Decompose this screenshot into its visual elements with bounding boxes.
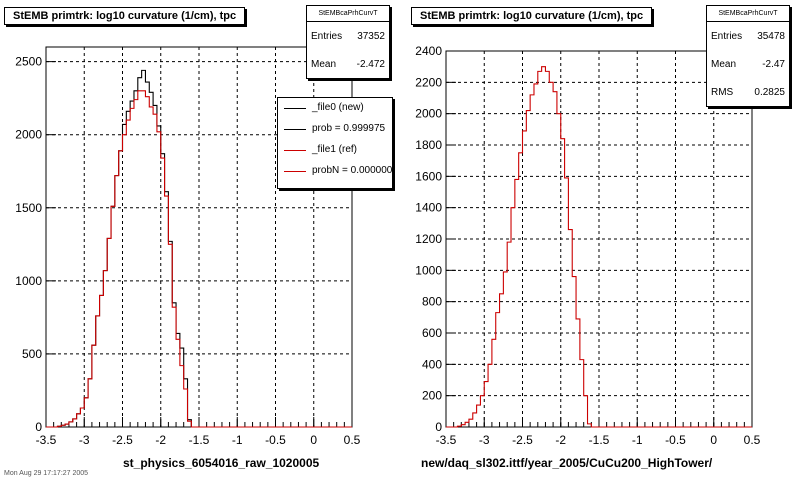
legend-label: _file1 (ref) — [312, 144, 358, 155]
footer-timestamp: Mon Aug 29 17:17:27 2005 — [4, 470, 89, 477]
stats-value: -2.47 — [762, 58, 785, 70]
panel2-y-tick-label: 2400 — [415, 44, 442, 58]
panel2-stats-name: StEMBcaPrhCurvT — [707, 6, 789, 22]
panel2-title: StEMB primtrk: log10 curvature (1/cm), t… — [411, 7, 653, 25]
panel1-y-tick-label: 2000 — [15, 128, 42, 142]
panel1-x-tick-label: -1.5 — [189, 433, 210, 447]
stats-label: RMS — [711, 86, 734, 98]
panel1-stats-box: StEMBcaPrhCurvT Entries 37352 Mean -2.47… — [306, 5, 390, 79]
panel2-x-caption: new/daq_sl302.ittf/year_2005/CuCu200_Hig… — [421, 456, 713, 470]
panel1-x-caption: st_physics_6054016_raw_1020005 — [123, 456, 320, 470]
panel2-y-tick-label: 1000 — [415, 263, 442, 277]
panel2-stats-rms: RMS 0.2825 — [707, 78, 789, 106]
panel2-stats-entries: Entries 35478 — [707, 22, 789, 50]
panel2-y-tick-label: 2000 — [415, 107, 442, 121]
panel2-y-tick-label: 600 — [422, 326, 442, 340]
legend-entry: _file1 (ref) — [278, 140, 392, 161]
stats-label: Entries — [311, 30, 343, 42]
legend-swatch — [284, 129, 306, 130]
panel2-series-1-histogram — [446, 66, 752, 428]
stats-label: Mean — [711, 58, 737, 70]
legend-swatch — [284, 171, 306, 172]
panel2-x-tick-label: -2.5 — [512, 433, 533, 447]
panel1-y-tick-label: 1500 — [15, 201, 42, 215]
panel1-stats-name: StEMBcaPrhCurvT — [307, 6, 389, 22]
panel2-x-tick-label: -1 — [632, 433, 643, 447]
panel1-stats-entries: Entries 37352 — [307, 22, 389, 50]
legend-entry: _file0 (new) — [278, 98, 392, 119]
panel2-y-tick-label: 0 — [435, 420, 442, 434]
panel2-y-tick-label: 1800 — [415, 138, 442, 152]
panel1-series-2-histogram — [46, 90, 352, 428]
panel2-x-tick-label: -2 — [555, 433, 566, 447]
legend-swatch — [284, 108, 306, 109]
panel2-y-tick-label: 1600 — [415, 169, 442, 183]
panel2-x-tick-label: -1.5 — [589, 433, 610, 447]
panel2-y-tick-label: 1400 — [415, 201, 442, 215]
panel2-x-tick-label: -3 — [479, 433, 490, 447]
legend-label: prob = 0.999975 — [312, 123, 386, 134]
panel1-x-tick-label: -3 — [79, 433, 90, 447]
panel2-x-tick-label: 0 — [710, 433, 717, 447]
panel1-x-tick-label: -2 — [155, 433, 166, 447]
panel1-legend: _file0 (new) prob = 0.999975 _file1 (ref… — [277, 97, 393, 189]
legend-entry: probN = 0.000000 — [278, 161, 392, 182]
panel2-stats-mean: Mean -2.47 — [707, 50, 789, 78]
panel2-stats-box: StEMBcaPrhCurvT Entries 35478 Mean -2.47… — [706, 5, 790, 107]
stats-value: 0.2825 — [754, 86, 785, 98]
legend-label: probN = 0.000000 — [312, 165, 393, 176]
panel1-y-tick-label: 500 — [22, 347, 42, 361]
panel2-y-tick-label: 400 — [422, 357, 442, 371]
panel2-y-tick-label: 2200 — [415, 75, 442, 89]
legend-entry: prob = 0.999975 — [278, 119, 392, 140]
legend-label: _file0 (new) — [312, 102, 364, 113]
panel1-title: StEMB primtrk: log10 curvature (1/cm), t… — [4, 7, 246, 25]
panel1-x-tick-label: -1 — [232, 433, 243, 447]
panel1-x-tick-label: -3.5 — [36, 433, 57, 447]
panel2-y-tick-label: 800 — [422, 295, 442, 309]
stats-label: Mean — [311, 58, 337, 70]
panel1-y-tick-label: 2500 — [15, 55, 42, 69]
panel1-x-tick-label: -2.5 — [112, 433, 133, 447]
panel2-y-tick-label: 200 — [422, 389, 442, 403]
panel2-x-tick-label: -0.5 — [665, 433, 686, 447]
stats-value: -2.472 — [356, 58, 385, 70]
panel1-y-tick-label: 0 — [35, 420, 42, 434]
stats-label: Entries — [711, 30, 743, 42]
panel1-y-tick-label: 1000 — [15, 274, 42, 288]
panel1-x-tick-label: 0 — [310, 433, 317, 447]
panel2-x-tick-label: 0.5 — [744, 433, 761, 447]
legend-swatch — [284, 150, 306, 151]
panel2-x-tick-label: -3.5 — [436, 433, 457, 447]
stats-value: 37352 — [357, 30, 385, 42]
panel2-y-tick-label: 1200 — [415, 232, 442, 246]
panel1-x-tick-label: 0.5 — [344, 433, 361, 447]
panel1-x-tick-label: -0.5 — [265, 433, 286, 447]
panel1-stats-mean: Mean -2.472 — [307, 50, 389, 78]
stats-value: 35478 — [757, 30, 785, 42]
